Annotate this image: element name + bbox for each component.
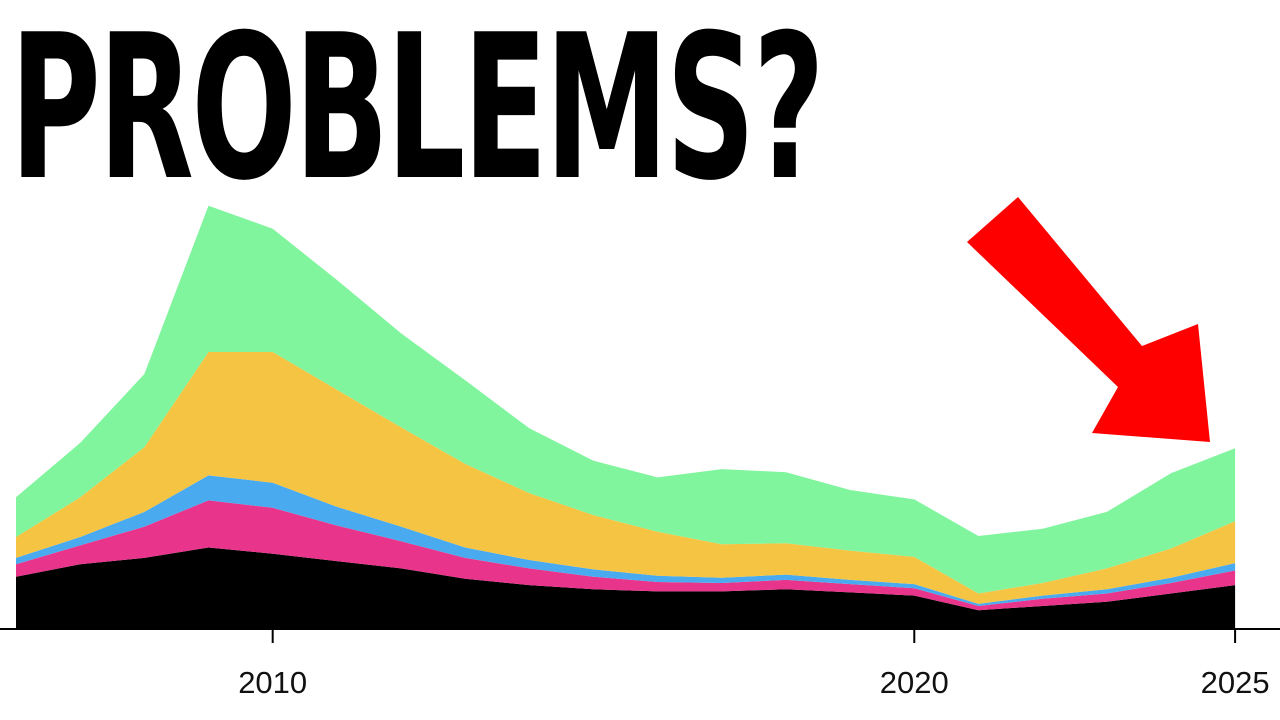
area-series-3 bbox=[16, 475, 1236, 606]
area-series-2 bbox=[16, 500, 1236, 611]
headline-title: PROBLEMS? bbox=[10, 0, 825, 225]
area-series-4 bbox=[16, 352, 1236, 604]
x-axis-ticks bbox=[271, 629, 1237, 643]
x-tick-label-2025: 2025 bbox=[1201, 665, 1270, 700]
area-series-1 bbox=[16, 547, 1236, 629]
area-series-group bbox=[16, 205, 1236, 629]
area-series-5 bbox=[16, 205, 1236, 594]
x-tick-label-2010: 2010 bbox=[238, 665, 307, 700]
x-tick-label-2020: 2020 bbox=[880, 665, 949, 700]
x-axis-tick-labels: 2010 2020 2025 bbox=[238, 665, 1269, 700]
red-arrow-annotation bbox=[967, 197, 1210, 442]
